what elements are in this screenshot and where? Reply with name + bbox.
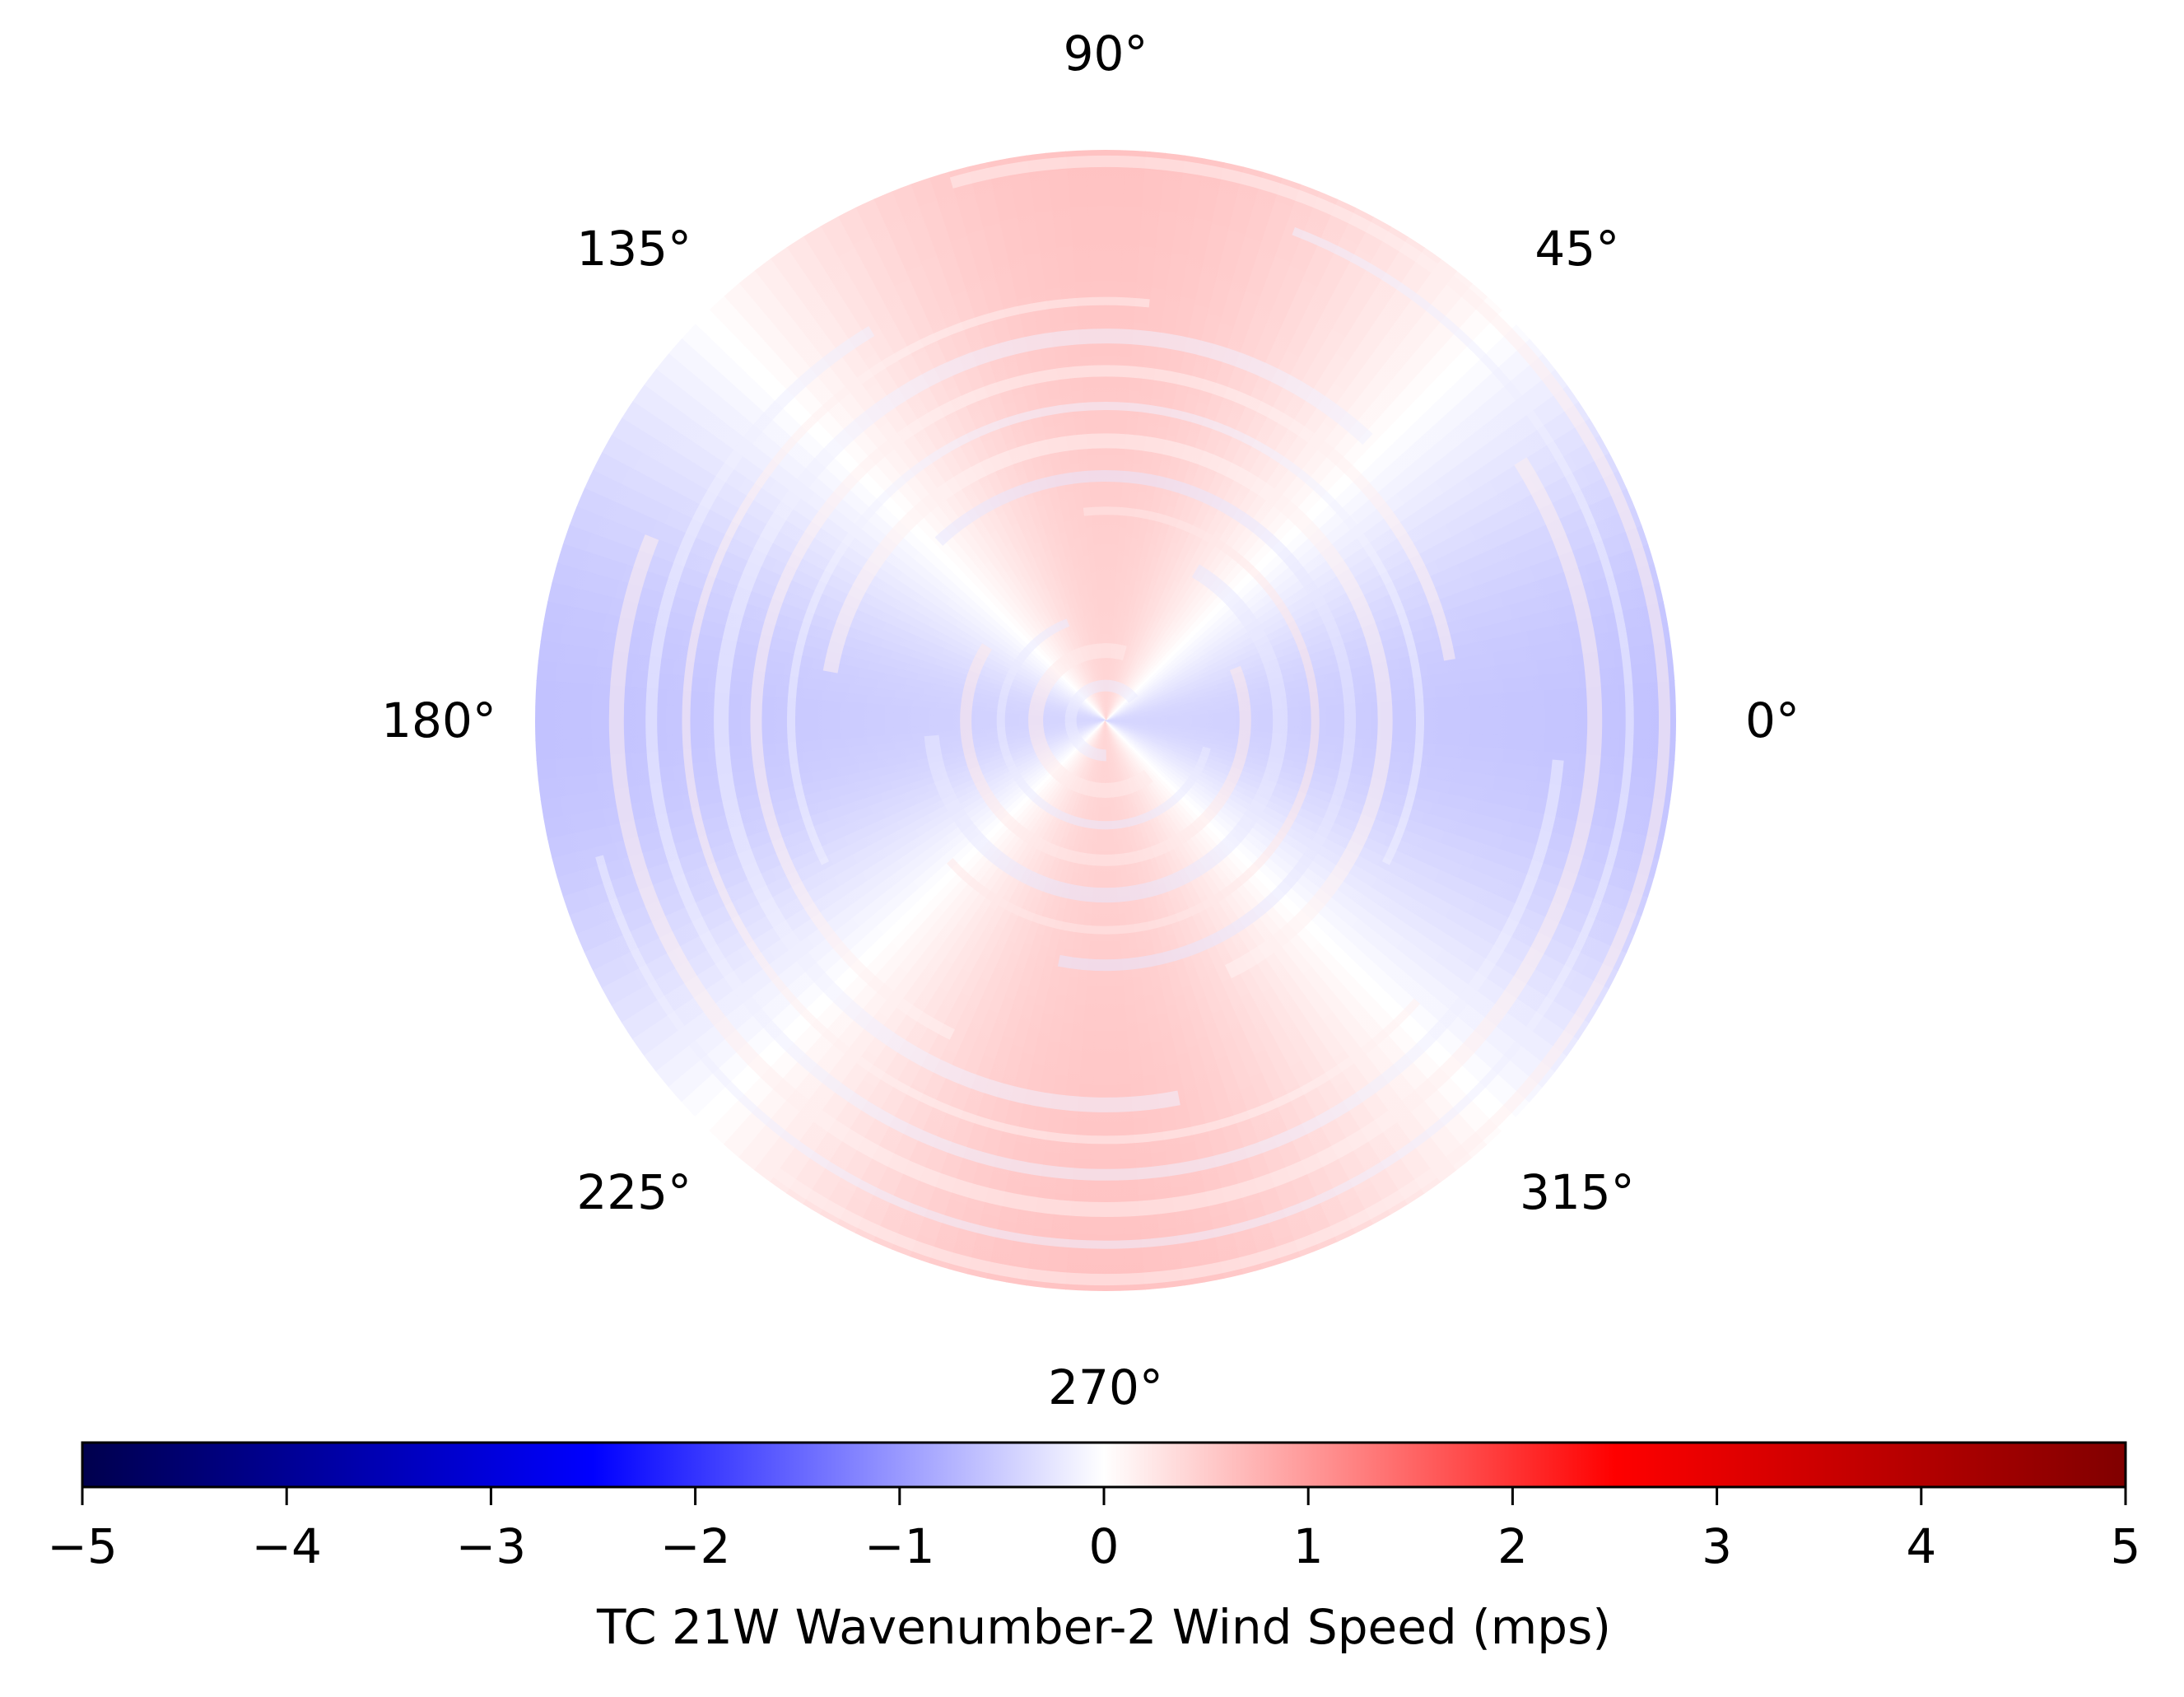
colorbar-tick-label: −5 bbox=[47, 1518, 118, 1574]
angular-tick-label: 315° bbox=[1520, 1164, 1635, 1220]
colorbar-tick-label: −1 bbox=[864, 1518, 935, 1574]
colorbar-tick-label: 1 bbox=[1293, 1518, 1324, 1574]
angular-tick-label: 45° bbox=[1534, 221, 1619, 277]
colorbar-tick-label: −3 bbox=[456, 1518, 527, 1574]
colorbar-tick-label: 3 bbox=[1702, 1518, 1732, 1574]
colorbar-ticks: −5 −4 −3 −2 −1 0 1 2 3 4 5 bbox=[47, 1487, 2140, 1574]
colorbar-tick-label: 0 bbox=[1089, 1518, 1120, 1574]
angular-tick-label: 225° bbox=[576, 1164, 692, 1220]
colorbar-tick-label: 2 bbox=[1497, 1518, 1528, 1574]
angular-tick-labels: 0° 45° 90° 135° 180° 225° 270° 315° bbox=[381, 26, 1800, 1415]
angular-tick-label: 90° bbox=[1064, 26, 1148, 82]
angular-tick-label: 180° bbox=[381, 692, 496, 748]
colorbar-tick-label: −4 bbox=[251, 1518, 322, 1574]
angular-tick-label: 135° bbox=[576, 221, 692, 277]
colorbar: −5 −4 −3 −2 −1 0 1 2 3 4 5 TC 21W Wavenumber-2 Win… bbox=[47, 1441, 2140, 1655]
polar-heatmap bbox=[535, 150, 1676, 1291]
colorbar-tick-label: 4 bbox=[1906, 1518, 1936, 1574]
angular-tick-label: 270° bbox=[1048, 1359, 1163, 1415]
angular-tick-label: 0° bbox=[1745, 692, 1800, 748]
colorbar-tick-label: 5 bbox=[2111, 1518, 2141, 1574]
colorbar-tick-label: −2 bbox=[660, 1518, 731, 1574]
colorbar-gradient bbox=[81, 1441, 2127, 1489]
colorbar-label: TC 21W Wavenumber-2 Wind Speed (mps) bbox=[596, 1599, 1611, 1655]
